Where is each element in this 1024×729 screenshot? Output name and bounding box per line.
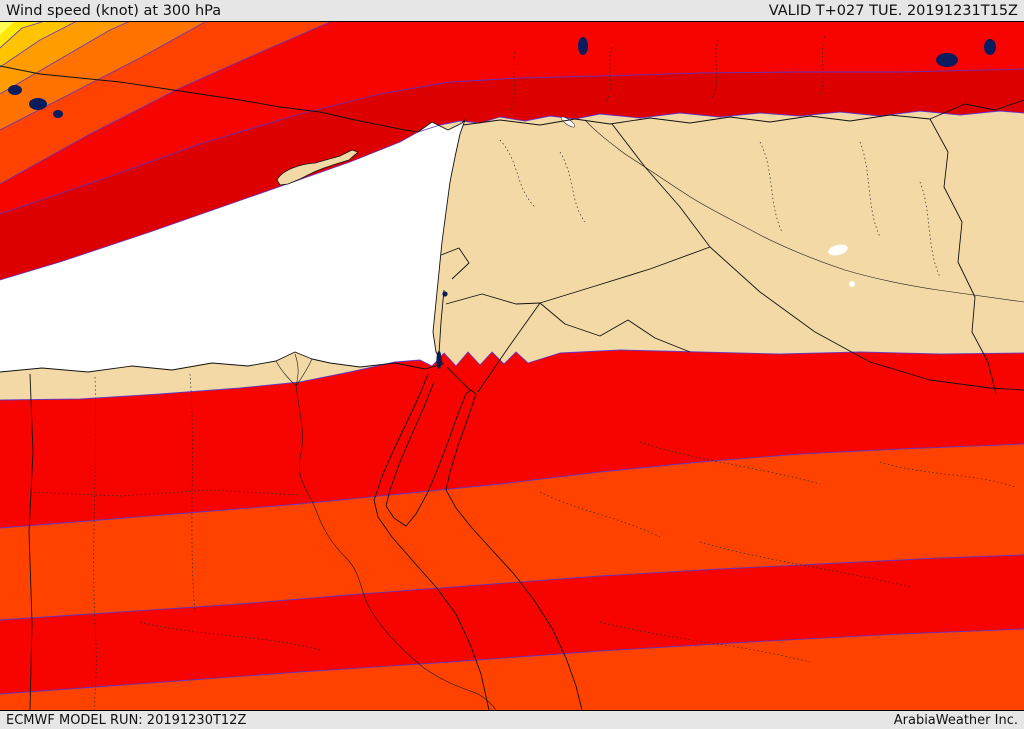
province-border-dotted-turkey-2: [605, 46, 613, 103]
footer-bar: ECMWF MODEL RUN: 20191230T12Z ArabiaWeat…: [0, 710, 1024, 729]
contour-line-lower-band-top: [0, 554, 1024, 621]
contour-line-nw-1: [0, 22, 331, 185]
river-nile: [294, 353, 497, 710]
province-border-dotted-turkey-4: [819, 35, 826, 95]
coastline-sinai-east: [385, 381, 467, 527]
wind-band-lower-red: [0, 555, 1024, 694]
contour-line-nw-2: [0, 22, 206, 131]
province-border-dotted-egypt-1: [93, 376, 97, 710]
lake-aegean-2: [29, 98, 47, 110]
contour-line-nw-5: [0, 22, 43, 49]
province-border-dotted-egypt-2: [189, 373, 196, 613]
province-border-dotted-iraq-2: [859, 141, 881, 238]
border-iraq-jordan: [539, 246, 711, 304]
province-border-dotted-turkey-1: [509, 51, 516, 111]
lake-aegean-3: [53, 110, 63, 118]
contour-line-darkred-edge: [0, 68, 1024, 215]
province-border-dotted-egypt-south: [139, 621, 321, 651]
border-israel-jordan: [438, 289, 445, 355]
model-run-label: ECMWF MODEL RUN: 20191230T12Z: [6, 712, 247, 728]
wind-band-middle-red: [0, 350, 1024, 528]
contour-line-middle-band-top: [0, 349, 1024, 401]
wind-speed-map-canvas: [0, 22, 1024, 710]
province-border-dotted-turkey-3: [711, 39, 719, 99]
coastline-aqaba-saudi: [445, 389, 583, 710]
province-border-dotted-saudi-4: [879, 461, 1016, 488]
border-syria-iraq: [611, 123, 711, 248]
river-nile-delta-west: [275, 360, 297, 387]
contour-line-middle-band-bottom: [0, 443, 1024, 529]
coastline-gulf-of-suez-red-sea-west: [373, 373, 490, 710]
border-lebanon: [440, 247, 470, 280]
lake-tuz: [578, 37, 588, 55]
coastline-mediterranean: [0, 65, 466, 373]
wind-band-amber-nw: [0, 22, 75, 67]
border-iraq-iran: [929, 118, 997, 395]
contour-line-nw-4: [0, 22, 76, 68]
border-turkey-iran: [929, 99, 1024, 120]
province-border-dotted-saudi-2: [699, 541, 911, 588]
border-turkey-syria-iraq: [462, 114, 931, 126]
header-bar: Wind speed (knot) at 300 hPa VALID T+027…: [0, 0, 1024, 22]
mediterranean-sea: [0, 120, 465, 372]
wind-band-top-darkred: [0, 69, 1024, 280]
border-egypt-israel: [446, 366, 471, 391]
river-nile-delta-east: [295, 358, 313, 387]
saudi-salt-lake-small: [849, 281, 855, 287]
province-border-dotted-iran-1: [919, 181, 941, 278]
wind-band-yellow-nw: [0, 22, 42, 48]
lake-aegean-1: [8, 85, 22, 95]
weather-map: [0, 22, 1024, 710]
border-jordan-saudi-zigzag: [539, 302, 691, 353]
river-euphrates: [584, 119, 1024, 303]
province-border-dotted-iraq-1: [759, 141, 783, 233]
border-iraq-saudi: [709, 246, 1024, 391]
border-syria-jordan: [445, 293, 541, 305]
province-border-dotted-saudi-3: [599, 621, 811, 663]
border-egypt-libya: [28, 373, 34, 710]
lake-van: [936, 53, 958, 67]
valid-time: VALID T+027 TUE. 20191231T15Z: [768, 2, 1018, 19]
saudi-salt-lake: [828, 244, 848, 256]
brand-label: ArabiaWeather Inc.: [893, 712, 1018, 728]
contour-line-nw-3: [0, 22, 129, 95]
border-jordan-saudi-west: [477, 302, 541, 393]
lake-urmia: [984, 39, 996, 55]
map-title: Wind speed (knot) at 300 hPa: [6, 2, 222, 19]
cyprus-island: [276, 149, 359, 186]
contour-line-lower-band-bottom: [0, 628, 1024, 695]
province-border-dotted-syria-1: [499, 139, 536, 208]
wind-band-yellow-core-nw: [0, 22, 14, 35]
